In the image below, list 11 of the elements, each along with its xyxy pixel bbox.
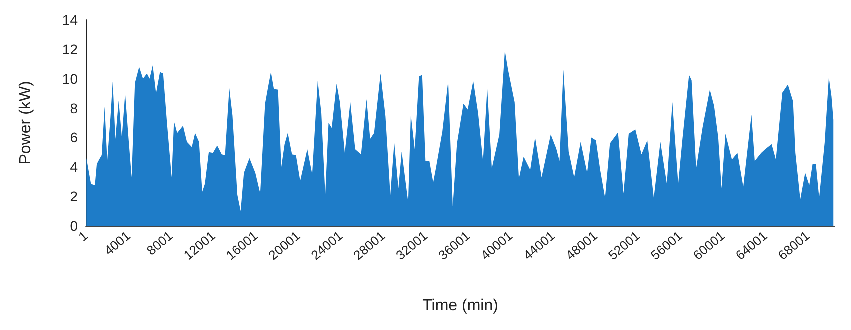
y-tick-label: 4 [70, 159, 78, 176]
y-tick-label: 14 [62, 12, 78, 28]
y-tick-label: 12 [62, 41, 78, 58]
y-tick-label: 2 [70, 188, 78, 205]
x-axis-title: Time (min) [422, 298, 498, 314]
y-axis-title: Power (kW) [18, 81, 34, 165]
y-tick-label: 6 [70, 130, 78, 146]
x-tick-label: 4001 [101, 228, 134, 258]
y-tick-label: 10 [62, 70, 78, 87]
y-tick-label: 0 [70, 218, 78, 234]
y-tick-label: 8 [70, 100, 78, 116]
